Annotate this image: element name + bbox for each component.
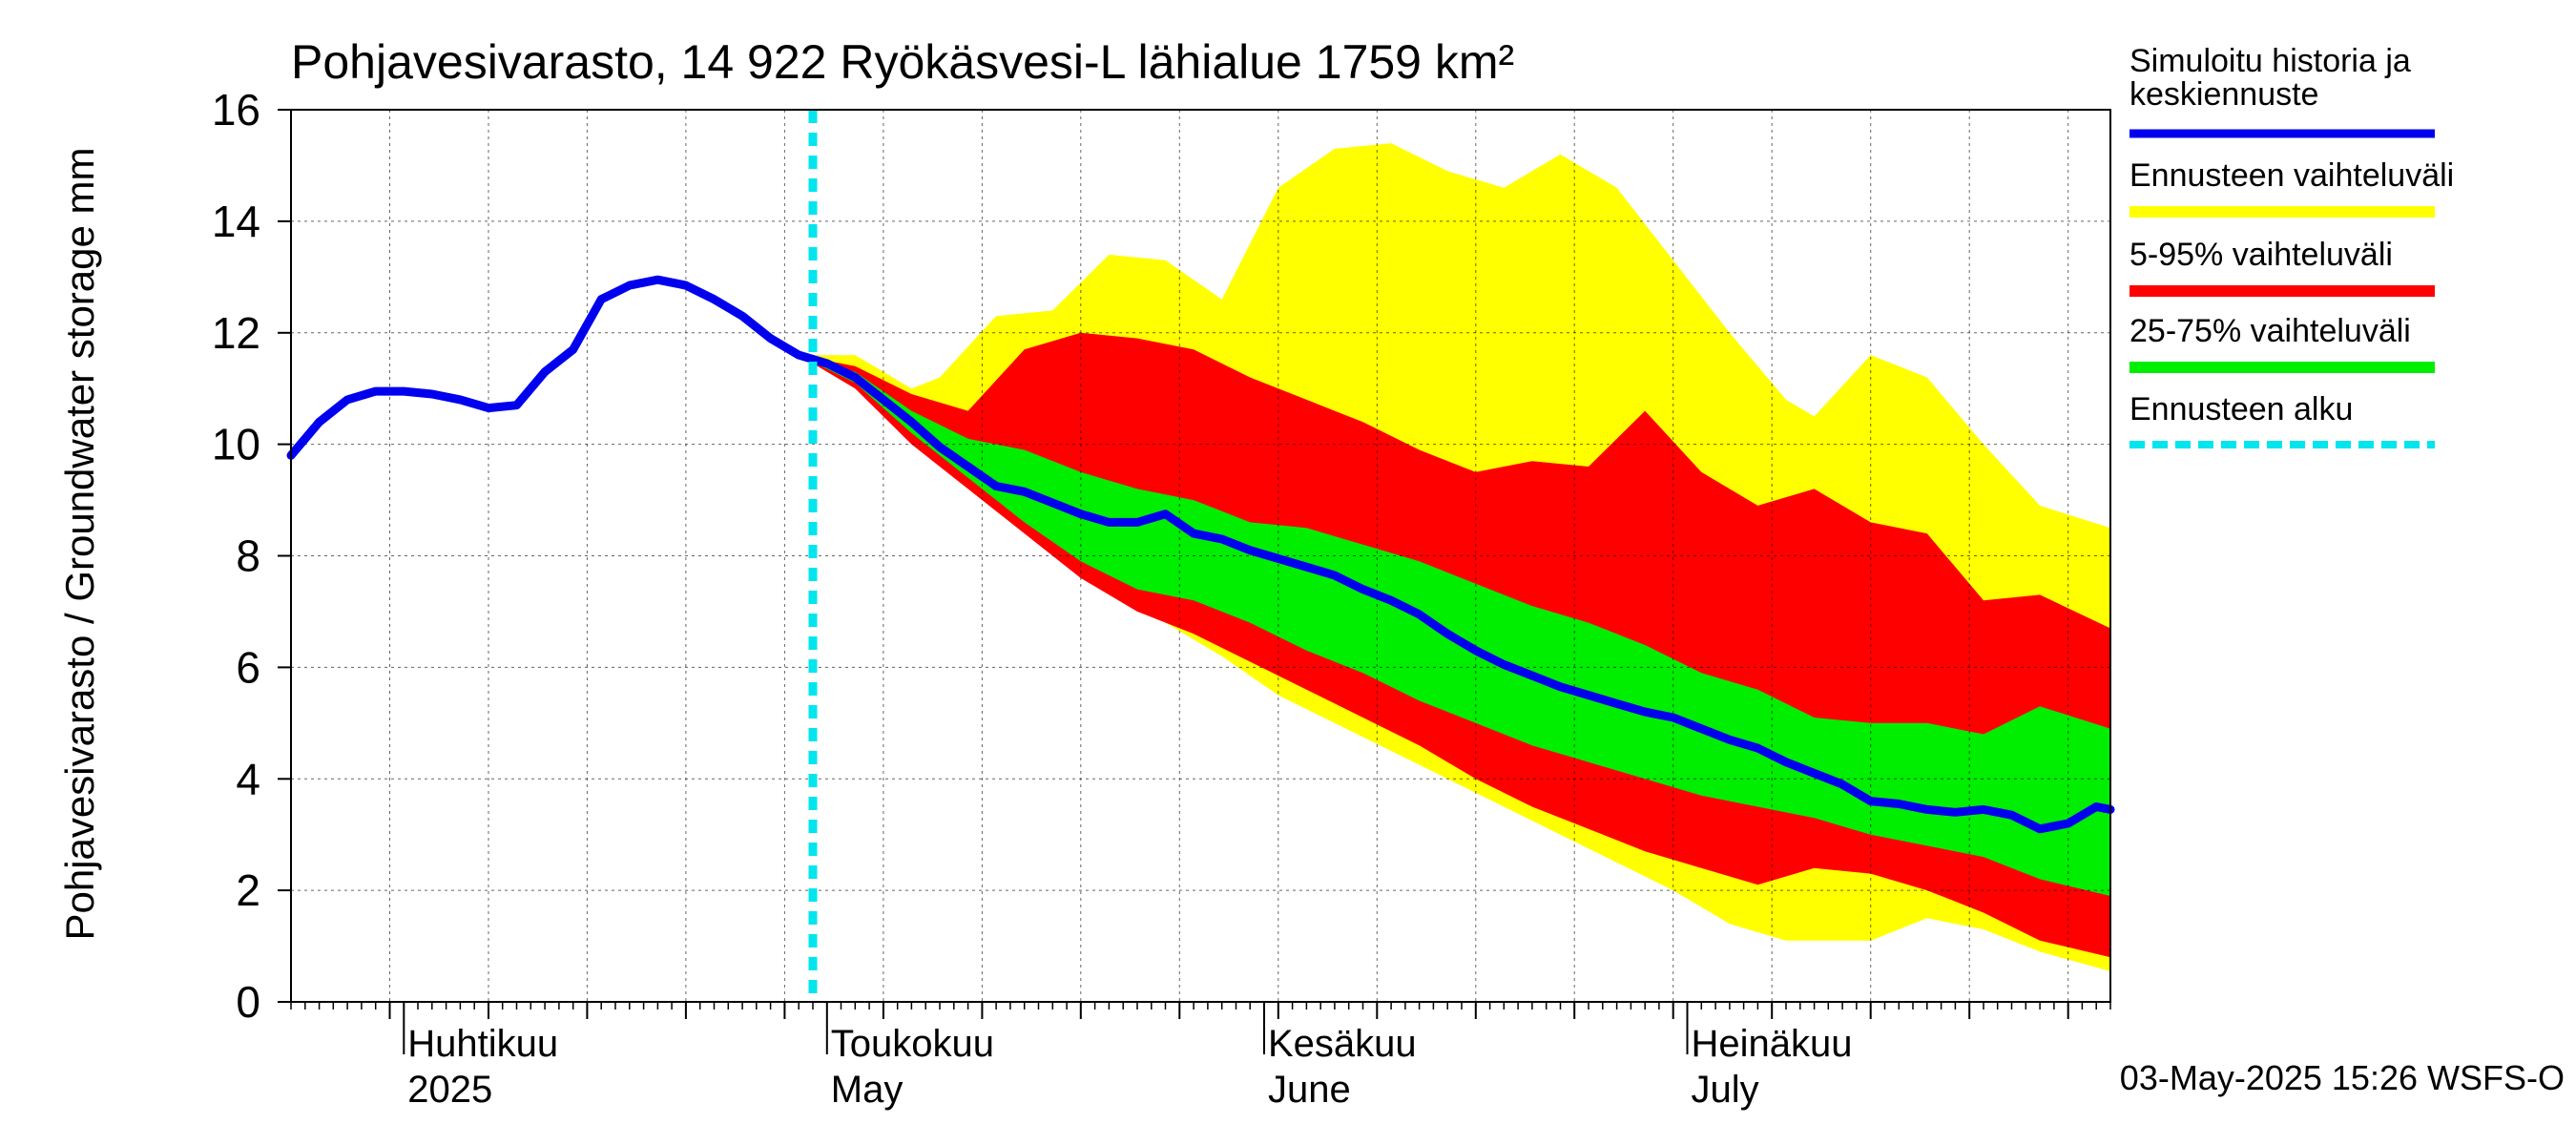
x-month-label-en-3: July: [1692, 1069, 1759, 1111]
x-month-label-fi-3: Heinäkuu: [1692, 1023, 1853, 1065]
grid: [291, 110, 2110, 1002]
x-month-label-en-2: June: [1268, 1069, 1351, 1111]
x-month-label-en-1: May: [831, 1069, 904, 1111]
x-month-label-fi-0: Huhtikuu: [407, 1023, 558, 1065]
plot-bands: [799, 143, 2111, 971]
median-line: [286, 275, 2115, 834]
y-axis: 0 2 4 6 8 10 12 14 16: [212, 85, 291, 1027]
y-tick-label-0: 0: [236, 977, 260, 1027]
legend-label-1: Simuloitu historia ja: [2129, 43, 2411, 79]
legend-label-1: keskiennuste: [2129, 76, 2318, 113]
legend-label-4: 25-75% vaihteluväli: [2129, 313, 2411, 349]
y-axis-label: Pohjavesivarasto / Groundwater storage m…: [57, 147, 102, 940]
y-tick-label-8: 16: [212, 85, 260, 135]
legend-label-2: Ennusteen vaihteluväli: [2129, 157, 2454, 194]
y-tick-label-1: 2: [236, 865, 260, 915]
x-month-label-fi-1: Toukokuu: [831, 1023, 994, 1065]
y-tick-label-6: 12: [212, 308, 260, 358]
chart-title: Pohjavesivarasto, 14 922 Ryökäsvesi-L lä…: [291, 35, 1514, 89]
footer-timestamp: 03-May-2025 15:26 WSFS-O: [2120, 1058, 2565, 1097]
legend-label-3: 5-95% vaihteluväli: [2129, 237, 2393, 273]
median-line-layer: [286, 275, 2115, 834]
x-month-label-en-0: 2025: [407, 1069, 492, 1111]
y-tick-label-7: 14: [212, 197, 260, 246]
y-tick-label-4: 8: [236, 531, 260, 581]
x-month-label-fi-2: Kesäkuu: [1268, 1023, 1417, 1065]
legend-label-5: Ennusteen alku: [2129, 391, 2353, 427]
y-tick-label-2: 4: [236, 754, 260, 803]
y-tick-label-5: 10: [212, 420, 260, 469]
y-tick-label-3: 6: [236, 642, 260, 692]
